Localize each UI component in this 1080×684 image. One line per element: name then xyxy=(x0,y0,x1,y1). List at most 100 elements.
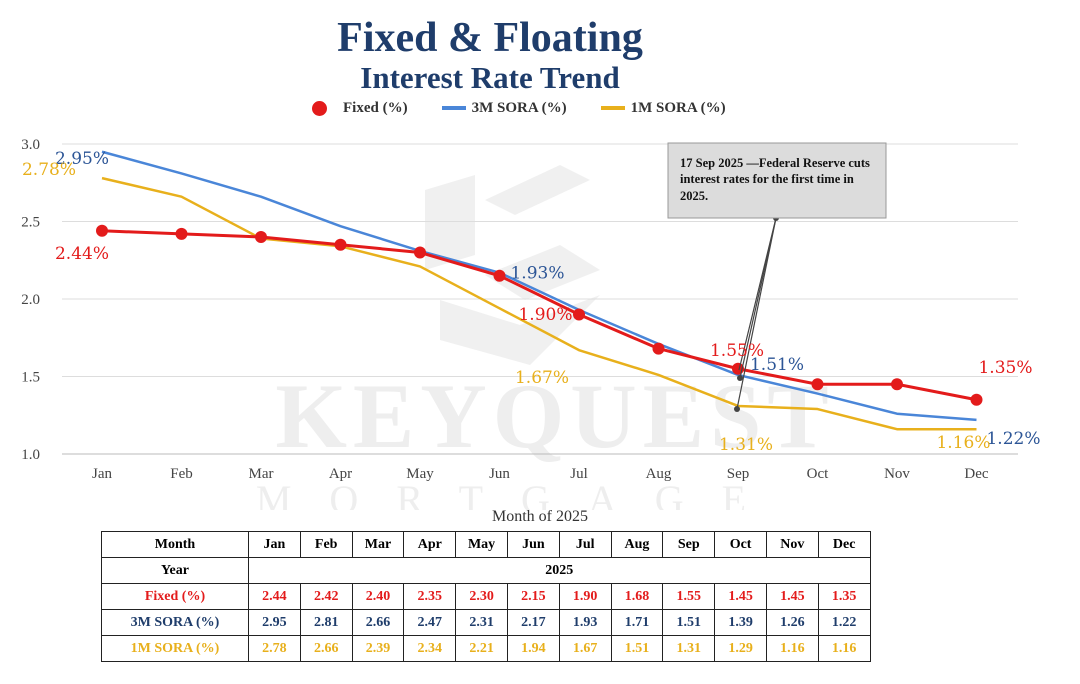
table-header-year: Year xyxy=(101,557,249,584)
table-cell: 2.66 xyxy=(299,635,353,662)
legend-item-3m-sora: 3M SORA (%) xyxy=(441,99,567,117)
chart-subtitle: Interest Rate Trend xyxy=(360,60,620,95)
table-cell: 2.39 xyxy=(351,635,405,662)
table-cell: 1.94 xyxy=(506,635,560,662)
table-month-cell: Jan xyxy=(248,531,301,558)
annotation-leader-line xyxy=(736,217,777,410)
y-axis: 1.0 1.5 2.0 2.5 3.0 xyxy=(21,137,40,463)
table-row-year: Year 2025 xyxy=(101,557,871,584)
table-cell: 2.30 xyxy=(455,583,508,610)
y-tick-label: 2.0 xyxy=(21,292,40,308)
table-cell: 2.31 xyxy=(455,609,508,636)
x-axis: Jan Feb Mar Apr May Jun Jul Aug Sep Oct Nov Dec xyxy=(92,466,989,482)
x-tick-label: Oct xyxy=(807,466,829,482)
fixed-data-point xyxy=(970,393,983,406)
legend-marker-1m-sora xyxy=(600,106,625,110)
x-tick-label: May xyxy=(406,466,434,482)
series-layer xyxy=(96,150,983,431)
line-chart: KEYQUEST MORTGAGE 1.0 1.5 2.0 2.5 3.0 Jan Feb… xyxy=(21,137,1041,510)
fixed-series-line xyxy=(101,229,977,402)
table-cell: 2.21 xyxy=(455,635,508,662)
table-cell: 1.68 xyxy=(610,583,664,610)
x-tick-label: Feb xyxy=(170,466,193,482)
x-tick-label: Mar xyxy=(249,466,274,482)
data-label: 2.78% xyxy=(22,160,76,180)
table-row-label: Fixed (%) xyxy=(101,583,249,610)
table-cell: 2.81 xyxy=(299,609,353,636)
data-label: 1.93% xyxy=(510,264,564,284)
fixed-data-point xyxy=(573,308,585,321)
table-cell: 1.31 xyxy=(662,635,716,662)
legend-label-1m-sora: 1M SORA (%) xyxy=(630,99,726,116)
table-cell: 1.45 xyxy=(765,583,819,610)
annotation-anchor xyxy=(737,375,743,381)
data-label: 1.67% xyxy=(515,368,569,388)
watermark-logo-icon xyxy=(425,165,600,365)
table-cell: 1.51 xyxy=(662,609,716,636)
table-cell: 2.42 xyxy=(299,583,353,610)
watermark-sub-text: MORTGAGE xyxy=(256,477,784,510)
table-cell: 2.66 xyxy=(351,609,405,636)
legend-label-fixed: Fixed (%) xyxy=(343,99,408,116)
fixed-data-point xyxy=(652,342,665,355)
x-axis-title: Month of 2025 xyxy=(492,508,588,525)
data-label: 1.90% xyxy=(518,305,572,325)
data-labels: 2.44% 1.90% 1.55% 1.35% 2.95% 1.93% 1.51% 1.22%… xyxy=(22,149,1041,455)
data-label: 1.31% xyxy=(719,435,773,455)
fixed-data-point xyxy=(96,224,108,237)
x-tick-label: Jun xyxy=(489,466,510,482)
x-tick-label: Dec xyxy=(964,466,988,482)
table-row-3m-sora: 3M SORA (%) 2.95 2.81 2.66 2.47 2.31 2.1… xyxy=(101,609,871,636)
fixed-data-point xyxy=(334,238,347,251)
x-tick-label: Sep xyxy=(727,466,750,482)
y-tick-label: 2.5 xyxy=(21,215,40,231)
fixed-data-point xyxy=(891,378,903,391)
data-table: Month Jan Feb Mar Apr May Jun Jul Aug Se… xyxy=(101,531,871,662)
table-cell: 2.44 xyxy=(248,583,301,610)
fixed-data-point xyxy=(414,246,426,259)
fixed-data-point xyxy=(175,227,188,240)
table-cell: 1.71 xyxy=(610,609,664,636)
table-cell: 2.40 xyxy=(351,583,405,610)
table-month-cell: Jul xyxy=(558,531,612,558)
table-cell: 1.29 xyxy=(714,635,767,662)
legend-marker-3m-sora xyxy=(441,106,466,110)
x-tick-label: Jan xyxy=(92,466,112,482)
sora-3m-series-line xyxy=(101,150,977,422)
y-tick-label: 1.5 xyxy=(21,370,40,386)
table-cell: 1.22 xyxy=(817,609,871,636)
legend-label-3m-sora: 3M SORA (%) xyxy=(471,99,567,116)
watermark-brand-text: KEYQUEST xyxy=(275,365,834,467)
table-cell: 1.51 xyxy=(610,635,664,662)
table-cell: 1.35 xyxy=(817,583,871,610)
table-header-month: Month xyxy=(101,531,249,558)
table-cell: 2.15 xyxy=(506,583,560,610)
table-cell: 1.16 xyxy=(817,635,871,662)
x-tick-label: Nov xyxy=(884,466,910,482)
fixed-data-point xyxy=(493,269,506,282)
annotation-anchor xyxy=(734,406,740,412)
fixed-data-point xyxy=(811,378,824,391)
table-month-cell: Dec xyxy=(817,531,871,558)
table-cell: 1.90 xyxy=(558,583,612,610)
fixed-data-point xyxy=(255,231,267,243)
x-tick-label: Jul xyxy=(570,466,588,482)
table-row-label: 3M SORA (%) xyxy=(101,609,249,636)
chart-title: Fixed & Floating xyxy=(337,15,643,61)
data-label: 2.95% xyxy=(55,149,109,169)
grid xyxy=(62,143,1018,455)
table-month-cell: Apr xyxy=(403,531,457,558)
legend-item-1m-sora: 1M SORA (%) xyxy=(600,99,726,117)
table-cell: 2.47 xyxy=(403,609,457,636)
table-month-cell: Oct xyxy=(714,531,767,558)
x-tick-label: Aug xyxy=(646,466,672,482)
table-month-cell: Sep xyxy=(662,531,716,558)
legend-marker-fixed xyxy=(312,100,327,116)
table-month-cell: Aug xyxy=(610,531,664,558)
sora-1m-series-line xyxy=(101,176,977,431)
table-cell: 2.78 xyxy=(248,635,301,662)
table-row-month: Month Jan Feb Mar Apr May Jun Jul Aug Se… xyxy=(101,531,871,558)
table-cell: 1.26 xyxy=(765,609,819,636)
table-cell: 1.67 xyxy=(558,635,612,662)
watermark: KEYQUEST MORTGAGE xyxy=(256,165,834,510)
